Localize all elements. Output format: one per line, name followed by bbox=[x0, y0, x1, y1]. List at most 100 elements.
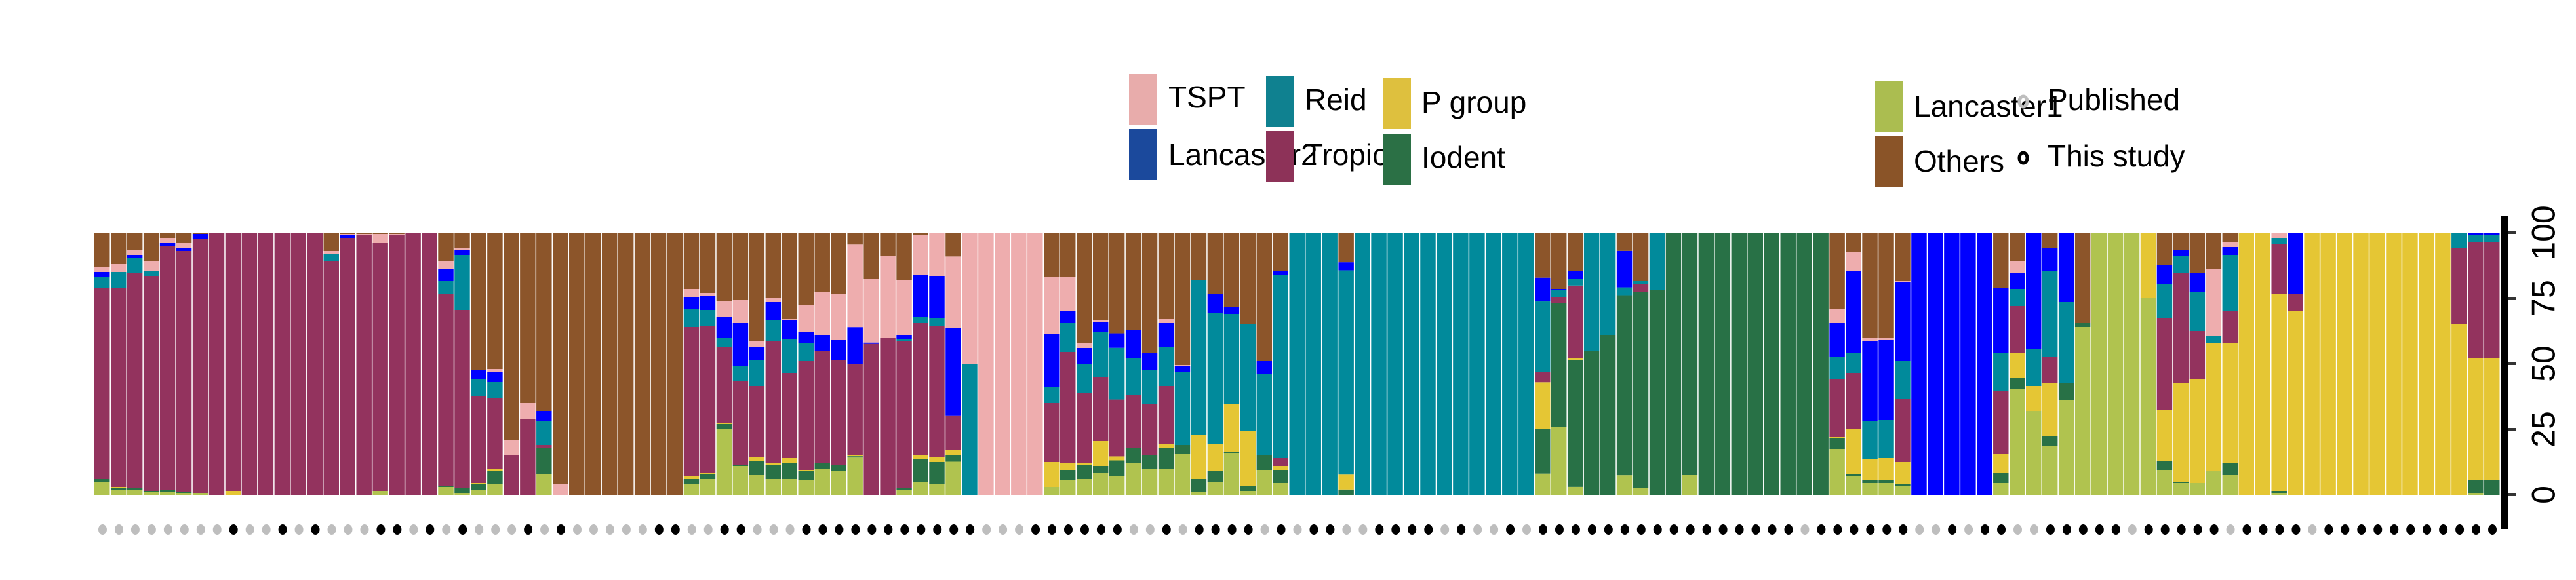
bar-sample-79 bbox=[1371, 233, 1387, 495]
marker-this-study bbox=[1277, 524, 1286, 535]
marker-this-study bbox=[2324, 524, 2333, 535]
bar-segment-others bbox=[438, 233, 454, 261]
bar-segment-tropical bbox=[1846, 373, 1861, 429]
marker-published bbox=[638, 524, 647, 535]
bar-segment-iodent bbox=[1141, 455, 1158, 469]
bar-segment-tropical bbox=[2222, 311, 2238, 343]
marker-published bbox=[294, 524, 304, 535]
bar-segment-reid bbox=[454, 255, 470, 310]
marker-published bbox=[1015, 524, 1024, 535]
legend-swatch-iodent bbox=[1383, 134, 1411, 185]
legend-label-reid: Reid bbox=[1305, 83, 1367, 117]
bar-sample-128 bbox=[2173, 233, 2189, 495]
bar-segment-iodent bbox=[1796, 233, 1812, 495]
bar-segment-iodent bbox=[765, 465, 782, 479]
bar-segment-p-group bbox=[2042, 383, 2058, 436]
bar-segment-reid bbox=[1551, 290, 1567, 297]
bar-segment-reid bbox=[2451, 233, 2467, 248]
bar-segment-p-group bbox=[683, 476, 700, 479]
marker-published bbox=[262, 524, 271, 535]
bar-segment-tspt bbox=[143, 261, 159, 271]
bar-segment-iodent bbox=[2484, 480, 2500, 495]
marker-published bbox=[589, 524, 598, 535]
marker-this-study bbox=[1981, 524, 1990, 535]
bar-segment-reid bbox=[1437, 233, 1452, 495]
bar-segment-iodent bbox=[700, 474, 716, 479]
marker-this-study bbox=[2046, 524, 2055, 535]
bar-segment-iodent bbox=[1747, 233, 1764, 495]
marker-this-study bbox=[1538, 524, 1547, 535]
marker-published bbox=[2029, 524, 2038, 535]
bar-segment-lancaster1 bbox=[159, 492, 176, 495]
marker-this-study bbox=[1408, 524, 1417, 535]
bar-segment-others bbox=[569, 233, 585, 495]
bar-segment-others bbox=[1109, 233, 1125, 334]
legend-swatch-reid bbox=[1266, 76, 1294, 127]
bar-sample-141 bbox=[2386, 233, 2402, 495]
bar-segment-others bbox=[716, 233, 732, 301]
bar-sample-2 bbox=[110, 233, 127, 495]
bar-sample-138 bbox=[2337, 233, 2352, 495]
bar-sample-67 bbox=[1174, 233, 1191, 495]
bar-segment-tspt bbox=[438, 261, 454, 269]
legend-marker-this-study bbox=[2017, 151, 2029, 165]
bar-segment-tropical bbox=[880, 338, 896, 495]
y-tick-label: 50 bbox=[2526, 345, 2562, 382]
marker-published bbox=[491, 524, 500, 535]
legend-label-p-group: P group bbox=[1421, 85, 1526, 119]
marker-this-study bbox=[1833, 524, 1842, 535]
bar-segment-p-group bbox=[2468, 358, 2484, 480]
bar-sample-16 bbox=[340, 233, 355, 495]
marker-this-study bbox=[1375, 524, 1384, 535]
bar-segment-iodent bbox=[732, 465, 749, 466]
bar-segment-others bbox=[1076, 233, 1092, 343]
marker-this-study bbox=[1555, 524, 1564, 535]
bar-segment-others bbox=[1256, 233, 1273, 361]
bar-sample-105 bbox=[1796, 233, 1812, 495]
bar-sample-38 bbox=[700, 233, 716, 495]
bar-segment-tropical bbox=[487, 398, 503, 469]
bar-segment-lancaster1 bbox=[782, 479, 798, 495]
bar-segment-others bbox=[323, 233, 339, 251]
marker-this-study bbox=[884, 524, 893, 535]
bar-segment-tspt bbox=[831, 294, 846, 340]
bar-sample-88 bbox=[1518, 233, 1534, 495]
bar-segment-tropical bbox=[340, 238, 355, 495]
bar-segment-lancaster1 bbox=[1829, 449, 1845, 495]
marker-this-study bbox=[1326, 524, 1335, 535]
bar-segment-tropical bbox=[929, 326, 945, 457]
bar-sample-107 bbox=[1829, 233, 1845, 495]
bar-segment-lancaster1 bbox=[192, 493, 208, 495]
marker-this-study bbox=[1506, 524, 1515, 535]
bar-segment-tropical bbox=[1551, 297, 1567, 303]
marker-published bbox=[1178, 524, 1187, 535]
bar-sample-44 bbox=[798, 233, 814, 495]
bar-segment-tropical bbox=[831, 360, 846, 465]
bar-sample-23 bbox=[454, 233, 470, 495]
bar-segment-lancaster2 bbox=[1109, 333, 1125, 348]
legend-swatch-tropical bbox=[1266, 131, 1294, 182]
bar-segment-lancaster1 bbox=[1158, 469, 1174, 495]
marker-published bbox=[507, 524, 517, 535]
marker-published bbox=[245, 524, 254, 535]
marker-this-study bbox=[1751, 524, 1760, 535]
marker-published bbox=[327, 524, 336, 535]
bar-segment-tropical bbox=[1044, 403, 1060, 462]
marker-this-study bbox=[1211, 524, 1220, 535]
bar-segment-tspt bbox=[356, 234, 372, 235]
bar-segment-iodent bbox=[471, 484, 486, 490]
bar-sample-115 bbox=[1960, 233, 1976, 495]
bar-segment-lancaster2 bbox=[814, 335, 830, 351]
bar-sample-28 bbox=[536, 233, 552, 495]
bar-segment-p-group bbox=[1273, 466, 1289, 470]
bar-segment-iodent bbox=[1207, 471, 1223, 482]
bar-segment-tropical bbox=[1092, 377, 1109, 441]
bar-segment-p-group bbox=[2304, 233, 2320, 495]
marker-this-study bbox=[1096, 524, 1105, 535]
bar-segment-iodent bbox=[1616, 295, 1633, 476]
bar-segment-p-group bbox=[2435, 233, 2451, 495]
bar-segment-others bbox=[896, 233, 912, 280]
bar-sample-43 bbox=[782, 233, 798, 495]
bar-segment-tspt bbox=[863, 279, 879, 343]
bar-sample-113 bbox=[1928, 233, 1943, 495]
